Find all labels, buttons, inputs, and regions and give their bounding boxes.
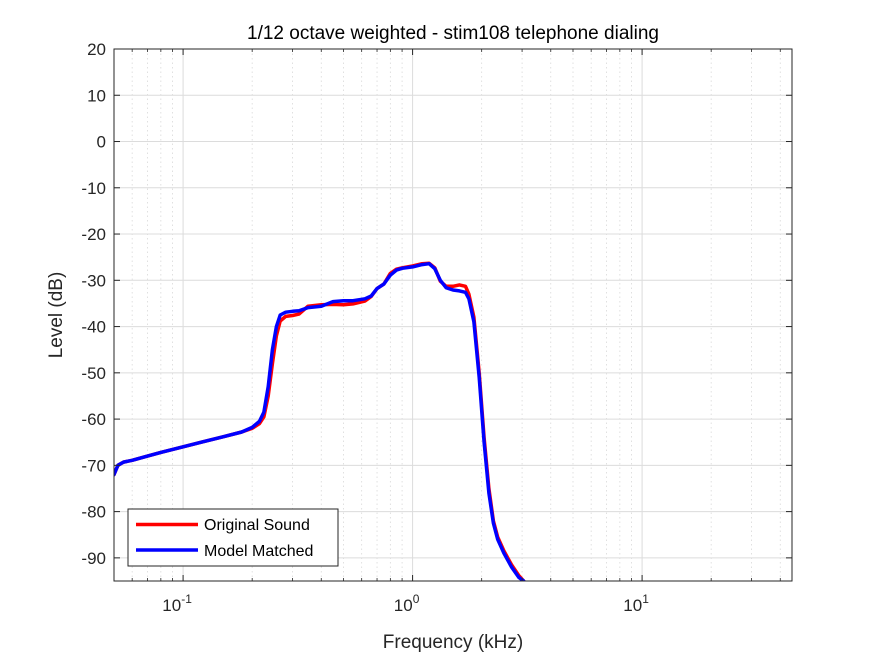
- y-tick-label: 20: [87, 40, 106, 59]
- tick-marks: [114, 48, 792, 581]
- chart-title: 1/12 octave weighted - stim108 telephone…: [247, 23, 659, 44]
- y-tick-label: 0: [97, 133, 106, 152]
- x-tick-label-exponent: -1: [181, 592, 192, 606]
- x-tick-label: 101: [623, 592, 649, 615]
- y-tick-label: -20: [81, 225, 106, 244]
- x-tick-label-base: 10: [394, 596, 413, 615]
- legend-box: [127, 508, 339, 567]
- y-tick-label: -80: [81, 503, 106, 522]
- legend-label-original-sound: Original Sound: [204, 517, 310, 534]
- x-tick-label-base: 10: [162, 596, 181, 615]
- series-line-model-matched: [114, 261, 526, 581]
- y-tick-label: 10: [87, 86, 106, 105]
- series-group: [114, 261, 526, 581]
- x-tick-label: 10-1: [162, 592, 192, 615]
- y-axis-label: Level (dB): [46, 272, 67, 359]
- x-tick-label-exponent: 1: [642, 592, 649, 606]
- y-tick-label: -50: [81, 364, 106, 383]
- legend: Original Sound Model Matched: [127, 508, 339, 567]
- x-tick-labels: 10-1 100 101: [162, 592, 649, 615]
- minor-grid: [131, 49, 781, 581]
- x-tick-label-exponent: 0: [413, 592, 420, 606]
- plot-area: [114, 49, 792, 581]
- x-tick-label-base: 10: [623, 596, 642, 615]
- y-tick-label: -40: [81, 318, 106, 337]
- y-tick-label: -10: [81, 179, 106, 198]
- y-tick-label: -90: [81, 549, 106, 568]
- axes-box: [113, 48, 793, 582]
- y-tick-label: -60: [81, 410, 106, 429]
- x-axis-label: Frequency (kHz): [383, 632, 523, 653]
- x-tick-label: 100: [394, 592, 420, 615]
- legend-label-model-matched: Model Matched: [204, 543, 313, 560]
- y-tick-labels: 20 10 0 -10 -20 -30 -40 -50 -60 -70 -80 -90: [81, 40, 106, 568]
- y-tick-label: -30: [81, 271, 106, 290]
- y-tick-label: -70: [81, 456, 106, 475]
